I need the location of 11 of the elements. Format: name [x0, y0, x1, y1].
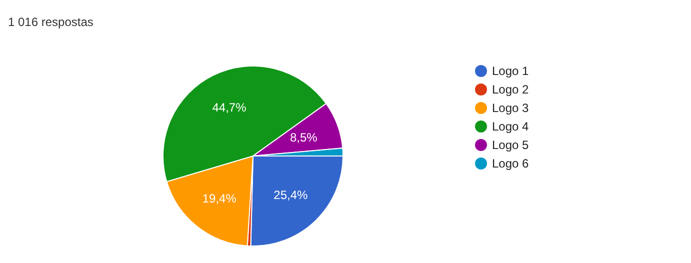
legend-label: Logo 1 [492, 64, 530, 78]
legend-label: Logo 6 [492, 156, 530, 171]
data-label: 8,5% [290, 130, 318, 144]
text: 1 016 respostas [8, 15, 94, 29]
legend-label: Logo 3 [492, 101, 530, 116]
legend-label: Logo 2 [492, 82, 530, 97]
data-label: 44,7% [212, 100, 247, 115]
legend-label: Logo 5 [492, 138, 530, 152]
data-label: 19,4% [202, 191, 237, 206]
legend-label: Logo 4 [492, 120, 530, 134]
data-label: 25,4% [274, 188, 308, 202]
